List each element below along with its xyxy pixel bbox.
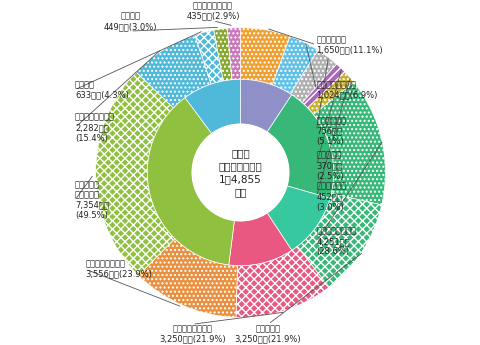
Wedge shape — [240, 79, 291, 132]
Text: テキスト系
コンテンツ
7,354億円
(49.5%): テキスト系 コンテンツ 7,354億円 (49.5%) — [75, 180, 108, 220]
Text: 通信系
コンテンツ市場
1兆4,855
億円: 通信系 コンテンツ市場 1兆4,855 億円 — [218, 148, 262, 197]
Wedge shape — [185, 79, 240, 134]
Text: 映画ソフト
370億円
(2.5%): 映画ソフト 370億円 (2.5%) — [316, 151, 343, 180]
Wedge shape — [138, 239, 237, 317]
Wedge shape — [236, 246, 328, 317]
Wedge shape — [290, 50, 336, 103]
Wedge shape — [302, 64, 344, 108]
Text: ネットオリジナル
1,024億円(6.9%): ネットオリジナル 1,024億円(6.9%) — [316, 80, 377, 99]
Text: ゲームソフト
1,650億円(11.1%): ゲームソフト 1,650億円(11.1%) — [316, 35, 382, 55]
Wedge shape — [313, 82, 384, 205]
Text: 音楽ソフト
3,250億円(21.9%): 音楽ソフト 3,250億円(21.9%) — [234, 324, 301, 344]
Wedge shape — [297, 194, 381, 287]
Wedge shape — [136, 35, 211, 108]
Text: 音声系コンテンツ
3,250億円(21.9%): 音声系コンテンツ 3,250億円(21.9%) — [158, 324, 225, 344]
Wedge shape — [194, 30, 223, 84]
Wedge shape — [240, 28, 289, 85]
Wedge shape — [266, 186, 329, 250]
Wedge shape — [307, 72, 353, 115]
Text: 新聞記事
633億円(4.3%): 新聞記事 633億円(4.3%) — [75, 80, 129, 99]
Wedge shape — [228, 213, 291, 266]
Wedge shape — [272, 36, 317, 94]
Text: テキスト系その他
435億円(2.9%): テキスト系その他 435億円(2.9%) — [186, 1, 239, 21]
Wedge shape — [227, 28, 240, 80]
Wedge shape — [147, 98, 234, 265]
Text: ネットオリジナル
3,556億円(23.9%): ネットオリジナル 3,556億円(23.9%) — [85, 259, 152, 279]
Text: 映像系その他
452億円
(3.0%): 映像系その他 452億円 (3.0%) — [316, 182, 346, 211]
Wedge shape — [96, 72, 174, 275]
Wedge shape — [266, 95, 333, 198]
Text: コミック
449億円(3.0%): コミック 449億円(3.0%) — [103, 12, 156, 31]
Text: ビデオソフト
756億円
(5.1%): ビデオソフト 756億円 (5.1%) — [316, 116, 346, 146]
Text: データベース記事
2,282億円
(15.4%): データベース記事 2,282億円 (15.4%) — [75, 113, 115, 142]
Wedge shape — [213, 28, 231, 81]
Circle shape — [192, 124, 288, 221]
Text: 映像系コンテンツ
4,251億円
(28.6%): 映像系コンテンツ 4,251億円 (28.6%) — [316, 227, 356, 256]
